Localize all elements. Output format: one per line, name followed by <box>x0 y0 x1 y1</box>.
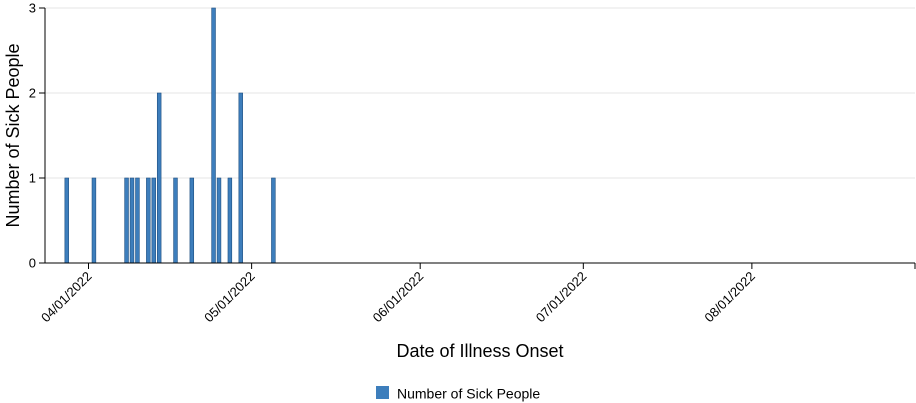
y-axis-title: Number of Sick People <box>3 43 23 227</box>
y-tick-label: 1 <box>29 171 36 186</box>
legend: Number of Sick People <box>376 386 540 402</box>
legend-swatch <box>376 386 389 399</box>
legend-label: Number of Sick People <box>397 386 540 402</box>
bar <box>146 177 151 264</box>
bar <box>156 92 162 264</box>
bar <box>124 177 129 264</box>
bar <box>135 177 140 264</box>
bar <box>238 92 243 264</box>
x-tick-label: 04/01/2022 <box>38 269 95 326</box>
grid-lines <box>45 7 915 179</box>
bar <box>271 177 276 264</box>
bars <box>64 7 276 264</box>
bar <box>189 177 195 264</box>
x-tick-label: 07/01/2022 <box>533 269 590 326</box>
y-tick-label: 0 <box>29 256 36 271</box>
bar <box>64 177 69 264</box>
bar <box>227 177 233 264</box>
x-axis-title: Date of Illness Onset <box>396 341 563 361</box>
y-axis: 0 1 2 3 <box>29 1 46 271</box>
y-tick-label: 2 <box>29 86 36 101</box>
bar <box>91 177 97 264</box>
x-tick-label: 08/01/2022 <box>701 269 758 326</box>
y-tick-label: 3 <box>29 1 36 16</box>
x-tick-label: 05/01/2022 <box>201 269 258 326</box>
bar <box>129 177 135 264</box>
bar <box>211 7 216 264</box>
bar <box>173 177 178 264</box>
x-axis: 04/01/2022 05/01/2022 06/01/2022 07/01/2022… <box>38 262 916 326</box>
x-tick-label: 06/01/2022 <box>370 269 427 326</box>
bar <box>216 177 222 264</box>
bar <box>151 177 156 264</box>
